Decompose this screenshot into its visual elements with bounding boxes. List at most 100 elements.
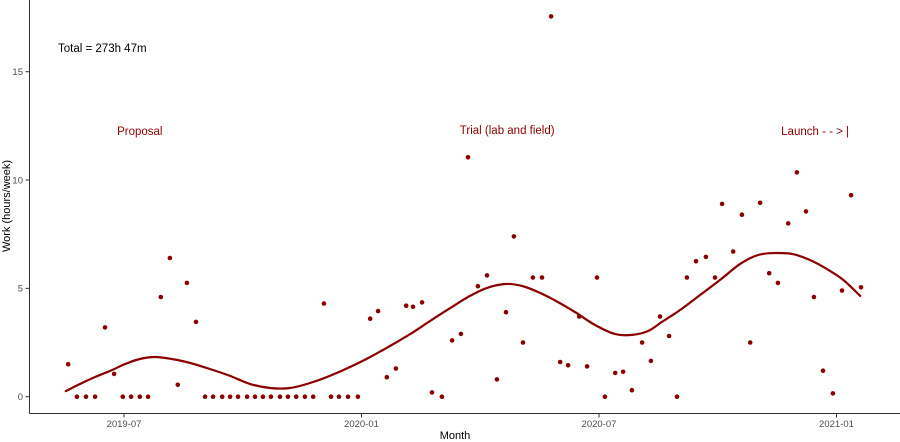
x-axis-title: Month [440, 430, 471, 442]
total-hours-annotation: Total = 273h 47m [58, 43, 147, 55]
data-point [766, 270, 772, 276]
y-tick-label: 0 [18, 392, 23, 403]
data-point [602, 394, 608, 400]
data-point [145, 394, 151, 400]
y-axis-ticks: 0 5 10 15 [12, 67, 30, 403]
data-point [494, 377, 500, 382]
data-point [475, 283, 481, 289]
data-point [158, 294, 164, 300]
data-point [775, 280, 781, 286]
data-point [848, 192, 854, 198]
data-point [355, 394, 361, 400]
data-point [393, 366, 399, 371]
x-tick-label: 2020-07 [582, 419, 617, 430]
y-tick-label: 5 [18, 284, 23, 295]
data-point [277, 394, 283, 400]
data-point [794, 170, 800, 175]
data-point [674, 394, 680, 400]
data-point [620, 369, 626, 375]
data-point [703, 254, 709, 260]
data-point [410, 304, 416, 310]
data-point [594, 275, 600, 280]
x-tick-label: 2019-07 [107, 419, 142, 430]
data-point [648, 358, 654, 364]
data-point [403, 303, 409, 309]
data-point [565, 363, 571, 368]
data-point [260, 394, 266, 400]
data-point [520, 340, 526, 345]
data-point [511, 234, 517, 239]
data-point [820, 368, 826, 374]
data-point [193, 319, 199, 325]
data-point [310, 394, 316, 400]
data-point [111, 371, 117, 377]
data-point [202, 394, 208, 400]
data-point [811, 294, 817, 300]
data-point [730, 249, 736, 254]
data-point [235, 394, 241, 400]
data-point [328, 394, 334, 400]
data-point [336, 394, 342, 400]
data-point [712, 275, 718, 280]
data-point [458, 331, 464, 337]
data-point [252, 394, 258, 400]
data-point [684, 275, 690, 280]
y-axis-title: Work (hours/week) [1, 160, 13, 252]
x-tick-label: 2020-01 [344, 419, 379, 430]
scatter-points-group [65, 14, 864, 400]
phase-label: Trial (lab and field) [460, 125, 555, 137]
data-point [137, 394, 143, 400]
data-point [102, 325, 108, 330]
data-point [858, 285, 864, 290]
data-point [268, 394, 274, 400]
data-point [839, 288, 845, 293]
data-point [367, 316, 373, 322]
data-point [74, 394, 80, 400]
data-point [612, 370, 618, 376]
data-point [227, 394, 233, 400]
data-point [175, 382, 181, 388]
data-point [539, 275, 545, 280]
data-point [302, 394, 308, 400]
data-point [429, 390, 435, 395]
data-point [757, 200, 763, 206]
data-point [666, 333, 672, 339]
phase-label: Launch - - > | [781, 126, 849, 138]
data-point [83, 394, 89, 400]
data-point [576, 314, 582, 319]
data-point [639, 340, 645, 345]
data-point [747, 340, 753, 345]
y-tick-label: 15 [12, 67, 23, 78]
data-point [65, 361, 71, 367]
data-point [465, 155, 471, 160]
data-point [184, 280, 190, 286]
data-point [803, 209, 809, 214]
data-point [384, 374, 390, 380]
data-point [739, 212, 745, 217]
data-point [449, 338, 455, 343]
y-tick-label: 10 [12, 175, 23, 186]
data-point [830, 391, 836, 396]
data-point [785, 221, 791, 226]
data-point [120, 394, 126, 400]
data-point [345, 394, 351, 400]
phase-labels-group: Proposal Trial (lab and field) Launch - - … [117, 125, 849, 138]
trend-curve-group [64, 251, 862, 393]
data-point [629, 387, 635, 393]
data-point [219, 394, 225, 400]
data-point [167, 255, 173, 261]
x-tick-label: 2021-01 [819, 419, 854, 430]
trend-curve [64, 251, 862, 393]
data-point [584, 364, 590, 369]
data-point [557, 359, 563, 365]
data-point [503, 309, 509, 315]
data-point [657, 314, 663, 319]
data-point [439, 394, 445, 400]
data-point [693, 259, 699, 264]
data-point [210, 394, 216, 400]
x-axis-ticks: 2019-07 2020-01 2020-07 2021-01 [107, 413, 854, 430]
data-point [244, 394, 250, 400]
data-point [419, 300, 425, 305]
